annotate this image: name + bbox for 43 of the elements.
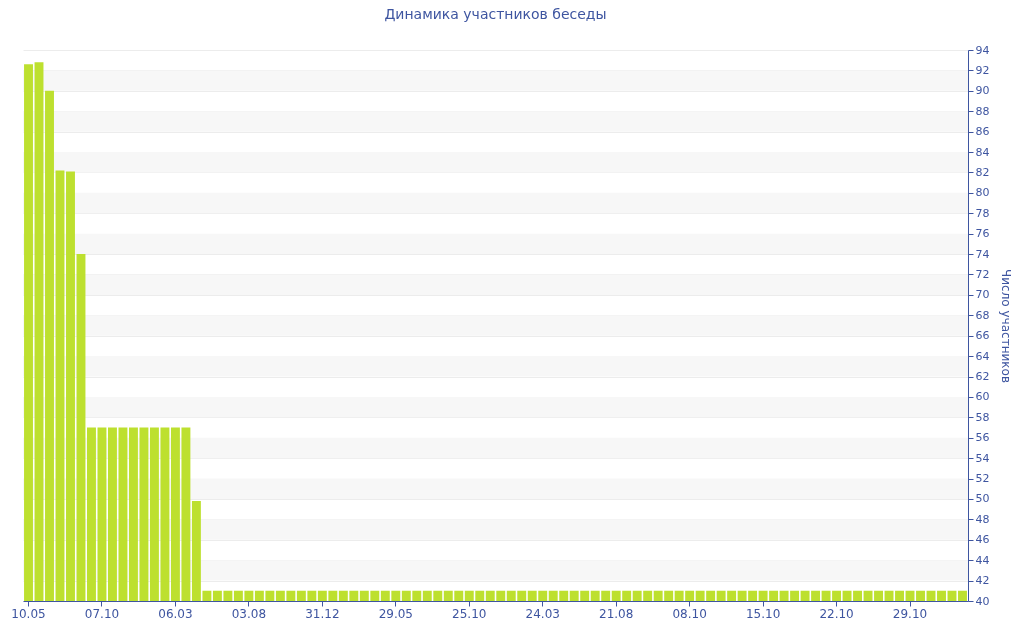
y-tick-label: 62	[975, 370, 990, 384]
y-tick-label: 54	[975, 451, 990, 465]
x-tick-label: 29.10	[892, 606, 928, 621]
y-tick-label: 76	[975, 227, 990, 241]
x-tick-label: 29.05	[378, 606, 413, 621]
y-tick-label: 74	[975, 247, 990, 261]
x-tick-label: 03.08	[231, 606, 267, 621]
y-tick-label: 56	[975, 431, 990, 445]
y-tick-label: 70	[975, 288, 990, 302]
y-tick-label: 68	[975, 308, 990, 322]
y-tick-label: 58	[975, 410, 990, 424]
x-tick-label: 06.03	[158, 606, 193, 621]
y-tick-label: 66	[975, 329, 990, 343]
x-tick-label: 07.10	[84, 606, 120, 621]
x-tick-label: 21.08	[599, 606, 634, 621]
y-tick-label: 78	[975, 206, 990, 220]
y-tick-label: 40	[975, 594, 990, 608]
y-tick-label: 92	[975, 63, 990, 77]
x-tick-label: 10.05	[11, 606, 46, 621]
y-tick-label: 90	[975, 84, 990, 98]
y-tick-label: 50	[975, 492, 990, 506]
x-tick-label: 15.10	[745, 606, 781, 621]
x-tick-label: 22.10	[819, 606, 854, 621]
x-tick-label: 31.12	[305, 606, 340, 621]
y-tick-label: 48	[975, 512, 990, 526]
y-tick-label: 86	[975, 125, 990, 139]
y-tick-label: 42	[975, 574, 990, 588]
y-tick-label: 80	[975, 186, 990, 200]
x-tick-label: 08.10	[672, 606, 707, 621]
x-tick-label: 25.10	[452, 606, 487, 621]
chart-title: Динамика участников беседы	[384, 6, 607, 22]
y-tick-label: 84	[975, 145, 990, 159]
y-tick-label: 46	[975, 533, 990, 547]
y-tick-label: 64	[975, 349, 990, 363]
y-tick-label: 94	[975, 43, 990, 57]
y-tick-label: 52	[975, 472, 990, 486]
x-tick-label: 24.03	[525, 606, 560, 621]
y-axis-title: Число участников	[999, 269, 1014, 383]
y-tick-label: 60	[975, 390, 990, 404]
y-tick-label: 88	[975, 104, 990, 118]
y-tick-label: 44	[975, 553, 990, 567]
y-tick-label: 82	[975, 165, 990, 179]
y-tick-label: 72	[975, 267, 990, 281]
